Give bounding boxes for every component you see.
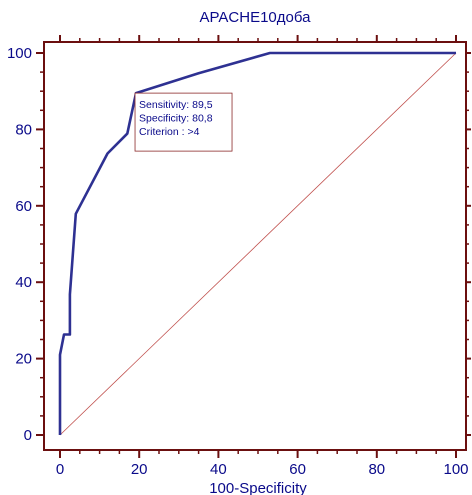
tick-labels-layer: 0 20 40 60 80 100 0 20 40 60 80 100: [7, 45, 469, 478]
x-tick-label-80: 80: [368, 461, 385, 478]
x-tick-label-0: 0: [56, 461, 64, 478]
annotation-line-0: Sensitivity: 89,5: [139, 99, 213, 111]
criterion-annotation: Sensitivity: 89,5 Specificity: 80,8Criter…: [134, 92, 233, 152]
y-tick-label-80: 80: [15, 121, 32, 138]
y-tick-label-20: 20: [15, 351, 32, 368]
annotation-line-2: Criterion : >4: [139, 126, 200, 138]
plot-border: [43, 41, 467, 451]
reference-diagonal-layer: [59, 52, 457, 436]
y-tick-label-60: 60: [15, 198, 32, 215]
annotation-line-1: Specificity: 80,8: [139, 113, 213, 125]
annotation-box: [134, 92, 233, 152]
chart-title: APACHE10доба: [200, 9, 312, 26]
axis-ticks-layer: [36, 35, 471, 458]
roc-curve-line: [58, 51, 456, 435]
x-axis-title: 100-Specificity: [209, 480, 307, 495]
plot-frame: [43, 41, 467, 451]
x-tick-label-100: 100: [443, 461, 468, 478]
y-tick-label-0: 0: [24, 427, 32, 444]
y-tick-label-100: 100: [7, 45, 32, 62]
roc-curve-layer: [58, 51, 456, 435]
x-tick-label-40: 40: [210, 461, 227, 478]
reference-diagonal: [59, 52, 457, 436]
x-tick-label-60: 60: [289, 461, 306, 478]
y-tick-label-40: 40: [15, 274, 32, 291]
x-tick-label-20: 20: [131, 461, 148, 478]
